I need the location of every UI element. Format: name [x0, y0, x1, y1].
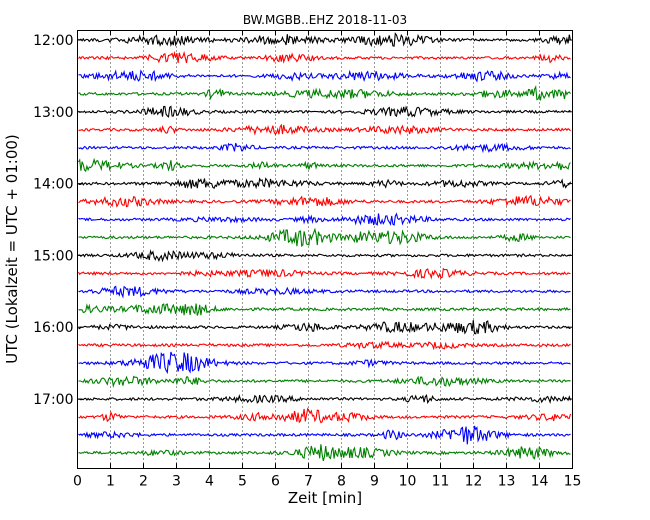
y-tick-label: 13:00 — [33, 105, 73, 121]
x-tick-label: 12 — [465, 474, 483, 490]
x-tick-label: 3 — [172, 474, 181, 490]
trace-15:15 — [78, 267, 571, 280]
trace-17:45 — [78, 444, 571, 462]
x-tick-label: 8 — [337, 474, 346, 490]
y-tick-label: 16:00 — [33, 320, 73, 336]
trace-16:45 — [78, 375, 571, 389]
trace-17:00 — [78, 394, 572, 405]
trace-12:15 — [78, 50, 571, 64]
trace-layer — [78, 32, 572, 462]
x-tick-label: 2 — [139, 474, 148, 490]
trace-13:30 — [78, 142, 571, 154]
x-tick-label: 6 — [271, 474, 280, 490]
trace-15:30 — [78, 285, 571, 299]
trace-13:00 — [78, 105, 571, 118]
x-tick-label: 9 — [370, 474, 379, 490]
y-axis-label: UTC (Lokalzeit = UTC + 01:00) — [3, 134, 21, 364]
trace-16:15 — [78, 340, 571, 351]
y-tick-label: 12:00 — [33, 33, 73, 49]
trace-16:00 — [78, 320, 571, 335]
plot-area — [77, 30, 573, 469]
trace-12:30 — [78, 69, 571, 83]
y-tick-label: 14:00 — [33, 177, 73, 193]
x-tick-label: 0 — [73, 474, 82, 490]
x-tick-label: 14 — [531, 474, 549, 490]
trace-14:45 — [78, 227, 571, 248]
trace-15:00 — [78, 249, 571, 263]
trace-17:30 — [78, 425, 571, 445]
trace-15:45 — [78, 303, 571, 316]
trace-12:45 — [78, 84, 571, 101]
trace-13:45 — [78, 157, 571, 173]
x-tick-label: 7 — [304, 474, 313, 490]
x-tick-label: 5 — [238, 474, 247, 490]
x-tick-label: 15 — [564, 474, 582, 490]
y-ticks: 12:00 13:00 14:00 15:00 16:00 17:00 — [33, 33, 573, 408]
trace-17:15 — [78, 407, 572, 424]
x-tick-label: 11 — [432, 474, 450, 490]
x-tick-label: 4 — [205, 474, 214, 490]
trace-13:15 — [78, 123, 571, 136]
x-tick-label: 13 — [498, 474, 516, 490]
y-tick-label: 15:00 — [33, 248, 73, 264]
x-tick-label: 1 — [106, 474, 115, 490]
chart-title: BW.MGBB..EHZ 2018-11-03 — [243, 13, 407, 27]
trace-14:30 — [78, 212, 571, 226]
trace-14:15 — [78, 194, 571, 208]
x-axis-label: Zeit [min] — [288, 489, 362, 507]
trace-14:00 — [78, 177, 571, 190]
trace-12:00 — [78, 32, 572, 48]
x-ticks: 0 1 2 3 4 5 6 7 8 9 10 11 12 13 14 15 — [73, 30, 582, 490]
y-tick-label: 17:00 — [33, 392, 73, 408]
trace-16:30 — [78, 351, 571, 375]
x-tick-label: 10 — [399, 474, 417, 490]
